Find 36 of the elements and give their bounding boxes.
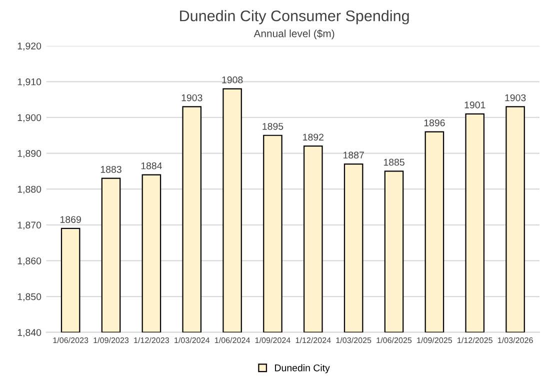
x-tick-label: 1/06/2025 — [376, 337, 412, 344]
x-tick-label: 1/03/2025 — [336, 337, 372, 344]
x-tick-label: 1/09/2025 — [417, 337, 452, 344]
y-tick-label: 1,920 — [18, 42, 42, 51]
data-label: 1885 — [384, 158, 404, 166]
data-label: 1895 — [262, 122, 284, 130]
x-tick-label: 1/09/2024 — [255, 337, 290, 344]
data-label: 1896 — [424, 119, 445, 126]
chart-title: Dunedin City Consumer Spending — [180, 10, 409, 24]
data-label: 1892 — [303, 134, 324, 141]
data-label: 1903 — [182, 94, 202, 102]
data-label: 1887 — [344, 152, 364, 159]
data-label: 1901 — [464, 101, 486, 108]
y-tick-label: 1,910 — [18, 78, 42, 86]
data-label: 1884 — [141, 162, 162, 170]
y-tick-label: 1,860 — [18, 257, 42, 266]
x-tick-label: 1/03/2024 — [174, 337, 210, 344]
x-tick-label: 1/03/2026 — [498, 337, 533, 344]
data-label: 1869 — [60, 216, 81, 223]
chart-subtitle: Annual level ($m) — [254, 29, 334, 40]
x-tick-label: 1/12/2024 — [296, 337, 331, 344]
x-tick-label: 1/12/2025 — [458, 337, 492, 344]
y-tick-label: 1,880 — [18, 186, 42, 194]
y-tick-label: 1,890 — [18, 150, 42, 158]
y-tick-label: 1,840 — [18, 329, 42, 338]
x-tick-label: 1/12/2023 — [134, 337, 170, 344]
x-tick-label: 1/06/2024 — [214, 337, 250, 344]
x-tick-label: 1/06/2023 — [53, 337, 88, 344]
y-tick-label: 1,870 — [18, 222, 42, 230]
x-tick-label: 1/09/2023 — [94, 337, 129, 344]
data-label: 1883 — [100, 166, 122, 173]
legend-label: Dunedin City — [275, 364, 330, 374]
y-tick-label: 1,900 — [18, 114, 42, 122]
data-label: 1903 — [505, 94, 526, 102]
y-tick-label: 1,850 — [18, 293, 42, 302]
data-label: 1908 — [222, 76, 243, 84]
